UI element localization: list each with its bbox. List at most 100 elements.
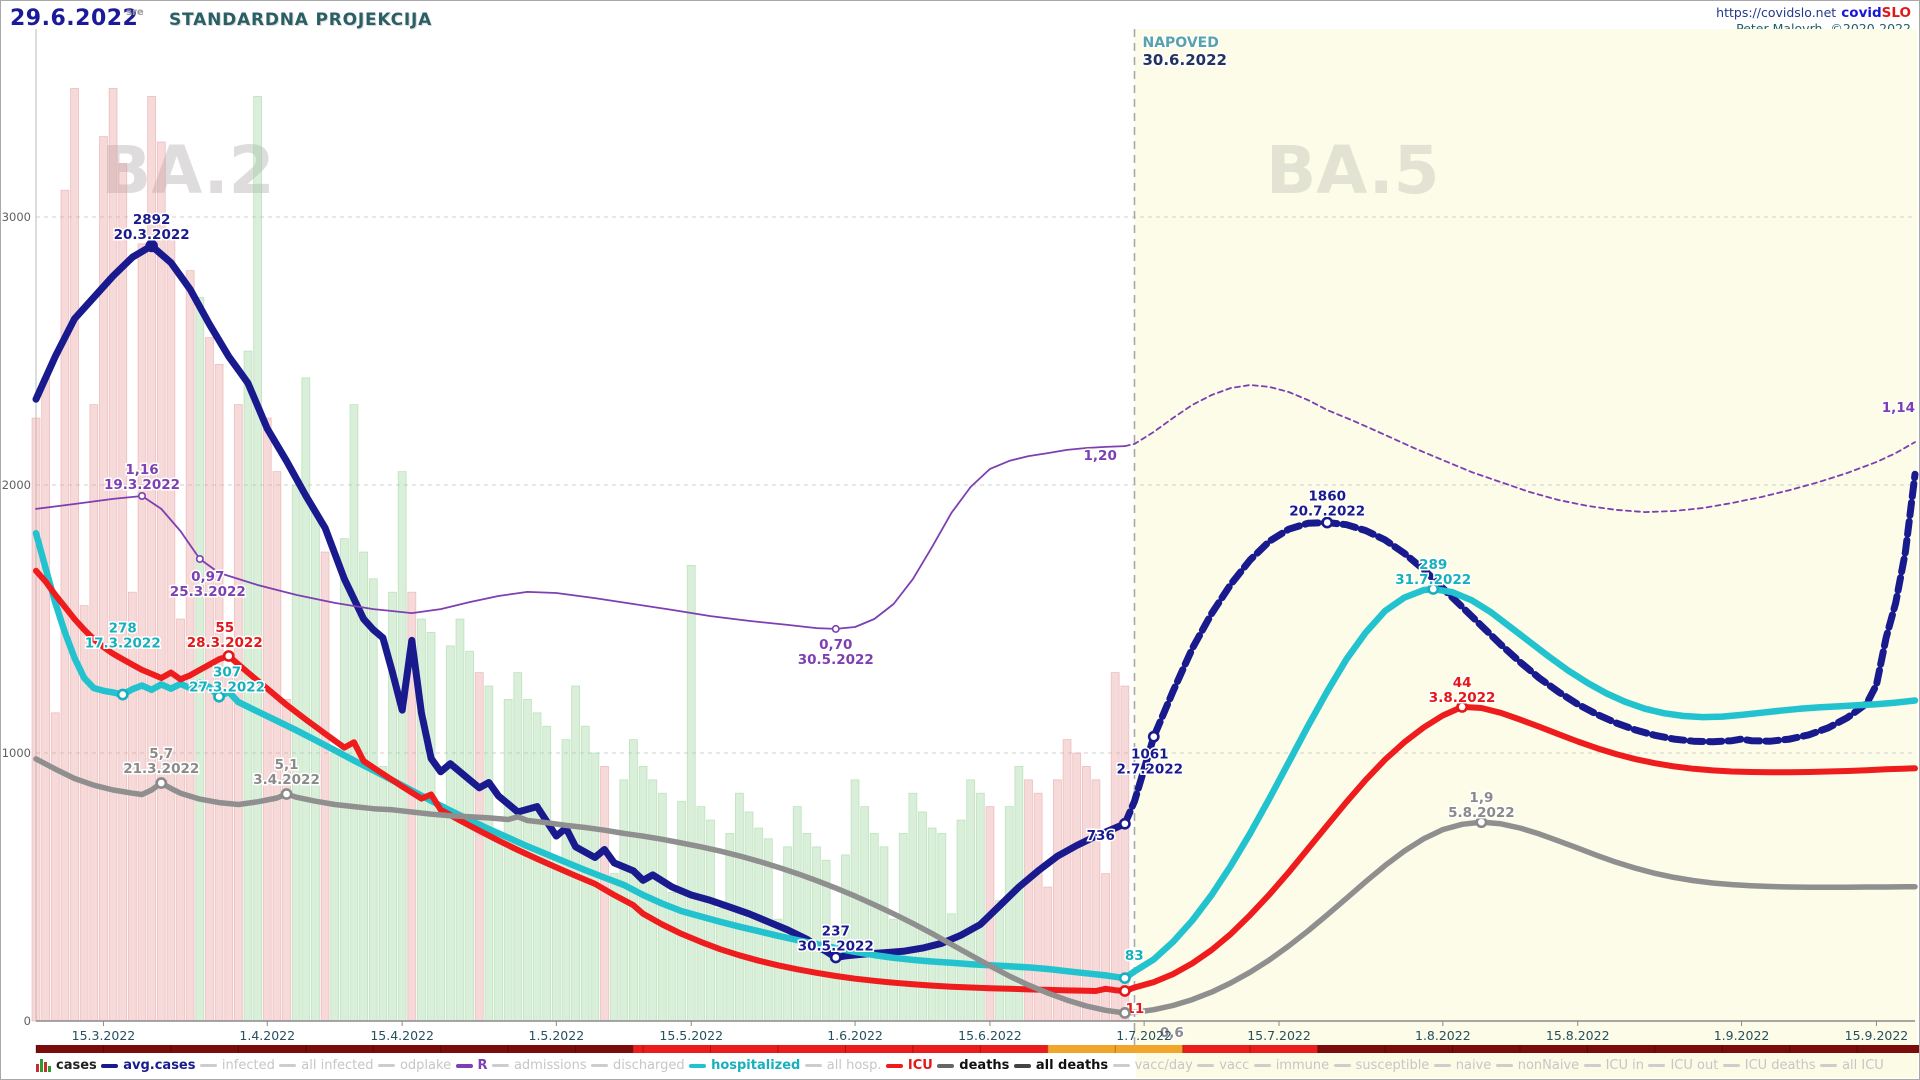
annotation-label: 2.7.2022: [1116, 762, 1183, 778]
legend-swatch: [1197, 1064, 1215, 1067]
bar-day: [927, 827, 937, 1022]
bar-day: [995, 900, 1004, 1022]
bar-day: [1091, 779, 1101, 1022]
bar-day: [542, 725, 552, 1022]
legend-item-icu-deaths[interactable]: ICU deaths: [1722, 1058, 1816, 1073]
annotation-label: 307: [213, 665, 241, 681]
legend-item-all-infected[interactable]: all infected: [279, 1058, 374, 1073]
x-axis-label: 15.5.2022: [659, 1028, 723, 1043]
annotation-label: 21.3.2022: [123, 761, 199, 777]
restrictions-strip-segment: [633, 1045, 1048, 1053]
legend-item-admissions[interactable]: admissions: [491, 1058, 587, 1073]
legend-item-all-hosp-[interactable]: all hosp.: [804, 1058, 882, 1073]
legend-item-susceptible[interactable]: susceptible: [1333, 1058, 1429, 1073]
annotation-label: 1,9: [1469, 790, 1493, 806]
bar-day: [754, 827, 764, 1022]
legend-label: immune: [1275, 1058, 1330, 1073]
legend-item-all-deaths[interactable]: all deaths: [1013, 1058, 1108, 1073]
annotation-label: 5.8.2022: [1448, 805, 1515, 821]
brand-slo: SLO: [1881, 5, 1911, 21]
bar-day: [1053, 779, 1062, 1022]
legend-swatch: [804, 1064, 822, 1067]
bar-day: [947, 913, 956, 1022]
legend-item-icu-in[interactable]: ICU in: [1583, 1058, 1644, 1073]
bar-day: [436, 806, 446, 1022]
bar-day: [378, 766, 388, 1022]
legend-item-odplake[interactable]: odplake: [377, 1058, 452, 1073]
legend-label: infected: [221, 1058, 275, 1073]
forecast-label: NAPOVED: [1142, 35, 1218, 51]
legend-item-immune[interactable]: immune: [1253, 1058, 1330, 1073]
legend-item-deaths[interactable]: deaths: [937, 1058, 1009, 1073]
bar-day: [474, 672, 484, 1022]
watermark-ba5: BA.5: [1266, 132, 1440, 209]
legend-item-avg-cases[interactable]: avg.cases: [101, 1058, 195, 1073]
legend-item-hospitalized[interactable]: hospitalized: [689, 1058, 800, 1073]
marker-point: [1321, 516, 1334, 529]
legend-item-cases[interactable]: cases: [36, 1058, 97, 1073]
bar-day: [272, 471, 282, 1022]
annotation-label: 44: [1453, 675, 1472, 691]
legend-item-all-icu[interactable]: all ICU: [1820, 1058, 1884, 1073]
bar-day: [812, 846, 821, 1022]
legend-swatch: [937, 1063, 955, 1068]
x-axis-label: 1.9.2022: [1714, 1028, 1770, 1043]
legend-swatch: [885, 1063, 903, 1068]
legend-swatch: [491, 1064, 509, 1067]
bar-day: [224, 672, 234, 1022]
annotation-label: 289: [1419, 557, 1447, 573]
restrictions-strip-segment: [1047, 1045, 1183, 1053]
legend-swatch: [1112, 1064, 1130, 1067]
annotation-label: 1,14: [1882, 400, 1915, 416]
bar-day: [118, 162, 128, 1022]
bar-day: [629, 739, 638, 1022]
annotation-label: 25.3.2022: [170, 584, 246, 600]
legend-label: all hosp.: [826, 1058, 882, 1073]
projection-chart: BA.2 BA.5 0 1000 2000 3000 NAPOVED 30.6.2022 289…: [1, 1, 1919, 1053]
legend-label: ICU in: [1605, 1058, 1644, 1073]
bar-day: [311, 511, 320, 1022]
annotation-label: 3.4.2022: [253, 772, 320, 788]
legend-item-vacc[interactable]: vacc: [1197, 1058, 1249, 1073]
legend-item-icu[interactable]: ICU: [885, 1058, 933, 1073]
bar-day: [1043, 886, 1053, 1022]
bar-day: [156, 141, 166, 1022]
annotation-label: 5,1: [275, 757, 299, 773]
legend-item-nonnaive[interactable]: nonNaive: [1495, 1058, 1579, 1073]
legend-label: cases: [56, 1058, 97, 1073]
legend-label: all ICU: [1842, 1058, 1884, 1073]
legend-label: odplake: [399, 1058, 452, 1073]
annotation-label: 278: [109, 621, 137, 637]
annotation-label: 5,7: [149, 746, 173, 762]
marker-point: [1118, 985, 1131, 997]
annotation-label: 27.3.2022: [189, 680, 265, 696]
legend-label: ICU: [907, 1058, 933, 1073]
bar-day: [571, 685, 581, 1022]
bar-day: [282, 699, 291, 1022]
page-title: STANDARDNA PROJEKCIJA: [169, 10, 433, 30]
marker-point: [1456, 701, 1469, 713]
legend-item-naive[interactable]: naive: [1433, 1058, 1491, 1073]
series-hospitalized: [32, 529, 1129, 982]
legend-item-icu-out[interactable]: ICU out: [1648, 1058, 1718, 1073]
site-url-link[interactable]: https://covidslo.net: [1716, 5, 1837, 20]
annotation-label: 1,16: [125, 462, 158, 478]
legend-item-r[interactable]: R: [455, 1058, 488, 1073]
legend-item-infected[interactable]: infected: [199, 1058, 275, 1073]
bar-day: [898, 833, 908, 1022]
marker-point: [1427, 583, 1440, 595]
bar-day: [494, 833, 503, 1022]
bar-day: [291, 484, 301, 1022]
legend-label: all infected: [301, 1058, 374, 1073]
legend-item-vacc-day[interactable]: vacc/day: [1112, 1058, 1193, 1073]
marker-point: [213, 690, 225, 703]
x-axis-label: 1.6.2022: [827, 1028, 883, 1043]
bar-day: [465, 650, 475, 1022]
bar-day: [1081, 766, 1091, 1022]
annotation-label: 237: [822, 923, 850, 939]
marker-point: [137, 491, 146, 500]
x-axis-label: 15.4.2022: [370, 1028, 434, 1043]
legend-item-discharged[interactable]: discharged: [591, 1058, 685, 1073]
restrictions-strip-segment: [1182, 1045, 1318, 1053]
